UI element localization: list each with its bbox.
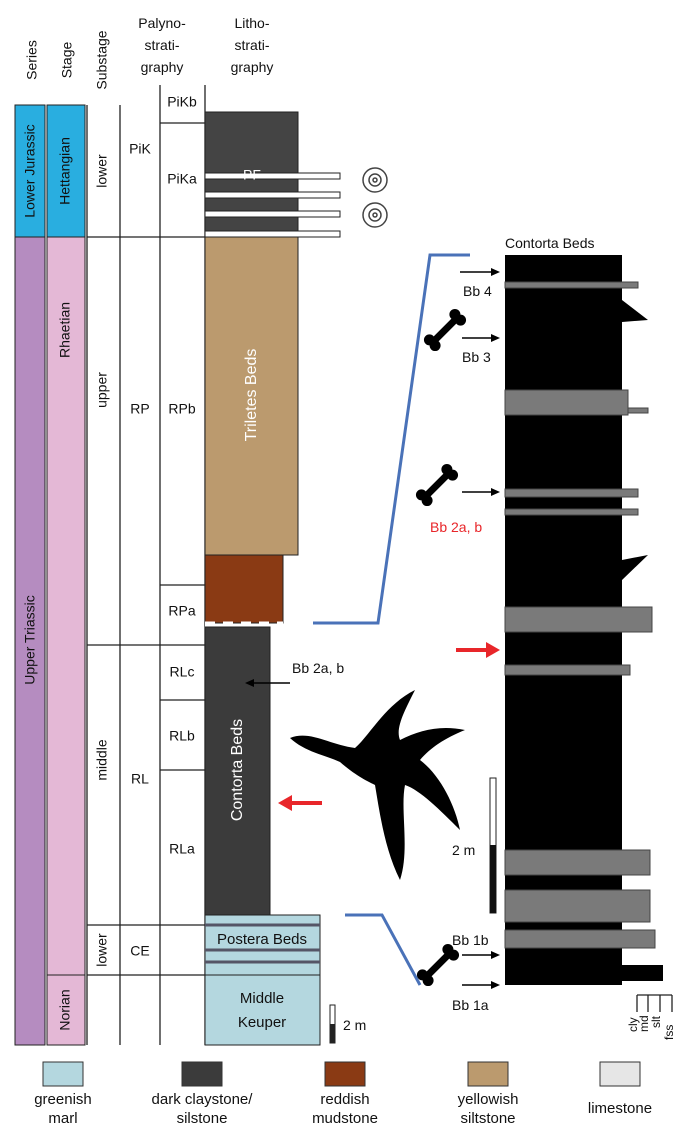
arrow <box>462 951 500 959</box>
arrow <box>278 795 322 811</box>
arrow <box>460 268 500 276</box>
header: Palyno-strati-graphy <box>138 15 186 75</box>
litho-contorta <box>204 626 271 916</box>
zone-label: CE <box>130 943 149 959</box>
arrow <box>462 334 500 342</box>
arrow <box>462 981 500 989</box>
stage-label: Hettangian <box>57 137 73 205</box>
legend-label: reddish mudstone <box>312 1091 378 1127</box>
arrow <box>456 642 500 658</box>
detail-label: Bb 2a, b <box>430 519 482 535</box>
grain-size-axis <box>636 994 673 1012</box>
legend-text: mudstone <box>312 1110 378 1127</box>
legend-text: siltstone <box>460 1110 515 1127</box>
litho-label: Triletes Beds <box>243 349 260 442</box>
detail-band <box>505 965 663 981</box>
connector <box>313 253 470 625</box>
legend-text: greenish <box>34 1091 92 1108</box>
litho-reddish <box>204 554 284 624</box>
subzone-label: PiKb <box>167 94 197 110</box>
header: Litho-strati-graphy <box>231 15 274 75</box>
detail-label: Bb 1b <box>452 932 489 948</box>
grain-size-label: slt <box>649 1015 663 1028</box>
annotation: Bb 2a, b <box>292 660 344 676</box>
legend-swatch <box>42 1061 84 1087</box>
postera-stripes <box>205 923 320 964</box>
subzone-label: RLa <box>169 841 195 857</box>
stage-box <box>46 236 86 976</box>
legend-text: limestone <box>588 1100 652 1117</box>
connector <box>345 913 422 986</box>
substage-label: upper <box>94 372 110 408</box>
header: Substage <box>94 30 110 89</box>
legend-swatch <box>467 1061 509 1087</box>
litho-triletes <box>204 236 299 556</box>
subzone-label: RLc <box>170 664 195 680</box>
legend-text: yellowish <box>458 1091 519 1108</box>
header: Series <box>24 40 40 80</box>
legend-swatch <box>599 1061 641 1087</box>
zone-label: RL <box>131 771 149 787</box>
legend-text: marl <box>48 1110 77 1127</box>
detail-title: Contorta Beds <box>505 235 595 251</box>
stage-box <box>46 104 86 238</box>
legend-swatch <box>181 1061 223 1087</box>
grain-size-label: cly <box>626 1017 640 1032</box>
detail-label: Bb 4 <box>463 283 492 299</box>
arrow <box>245 679 290 687</box>
detail-label: Bb 1a <box>452 997 489 1013</box>
grain-size-label: md <box>637 1015 651 1032</box>
ammonite-icons <box>362 167 388 228</box>
legend-label: limestone <box>588 1100 652 1117</box>
legend-label: yellowish siltstone <box>458 1091 519 1127</box>
detail-label: Bb 3 <box>462 349 491 365</box>
stage-label: Norian <box>57 989 73 1030</box>
legend-text: dark claystone/ <box>152 1091 254 1108</box>
subzone-label: RLb <box>169 728 195 744</box>
litho-label: Middle Keuper <box>238 990 286 1031</box>
grain-size-label: fss <box>662 1025 676 1040</box>
bone-icons <box>415 308 467 987</box>
litho-label: PF <box>243 167 261 183</box>
series-label: Upper Triassic <box>22 595 38 684</box>
litho-label: Postera Beds <box>217 931 307 948</box>
scale-bar <box>330 1024 335 1043</box>
litho-label: Contorta Beds <box>229 719 246 821</box>
legend: greenish marl dark claystone/silstone reddi… <box>34 1061 652 1127</box>
legend-label: dark claystone/silstone <box>152 1091 254 1127</box>
legend-text: silstone <box>177 1110 228 1127</box>
zone-label: PiK <box>129 141 151 157</box>
series-box <box>14 104 46 238</box>
subzone-label: RPa <box>168 603 195 619</box>
substage-label: lower <box>94 933 110 967</box>
series-box <box>14 236 46 1046</box>
legend-swatch <box>324 1061 366 1087</box>
zone-label: RP <box>130 401 149 417</box>
substage-label: lower <box>94 154 110 188</box>
litho-keuper <box>204 974 321 1046</box>
stage-label: Rhaetian <box>57 302 73 358</box>
legend-label: greenish marl <box>34 1091 92 1127</box>
grid-lines <box>86 85 206 1045</box>
scale-label: 2 m <box>343 1017 366 1033</box>
subzone-label: PiKa <box>167 171 197 187</box>
detail-bands <box>504 281 656 949</box>
scale-bar <box>490 845 496 913</box>
subzone-label: RPb <box>168 401 195 417</box>
scale-label: 2 m <box>452 842 475 858</box>
substage-label: middle <box>94 739 110 780</box>
header: Stage <box>59 41 75 78</box>
legend-text: reddish <box>320 1091 369 1108</box>
series-label: Lower Jurassic <box>22 124 38 217</box>
plesiosaur <box>290 690 465 880</box>
arrow <box>462 488 500 496</box>
stage-box <box>46 974 86 1046</box>
